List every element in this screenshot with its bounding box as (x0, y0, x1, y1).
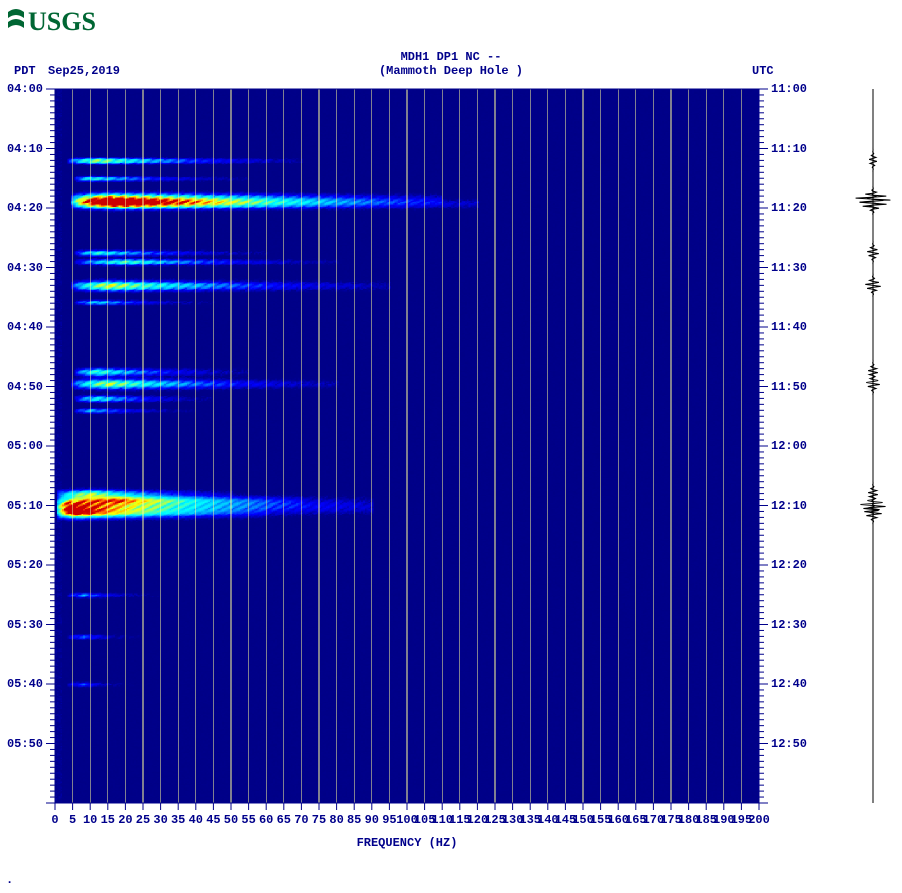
usgs-logo: USGS (6, 4, 106, 42)
y-right-tick: 11:20 (771, 201, 807, 215)
y-right-tick: 11:10 (771, 142, 807, 156)
x-tick: 25 (136, 813, 150, 827)
y-left-tick: 04:30 (7, 261, 43, 275)
x-tick: 0 (51, 813, 58, 827)
x-tick: 200 (748, 813, 770, 827)
x-tick: 65 (277, 813, 291, 827)
x-tick: 75 (312, 813, 326, 827)
y-right-tick: 11:40 (771, 320, 807, 334)
x-tick: 15 (101, 813, 115, 827)
y-left-tick: 04:10 (7, 142, 43, 156)
y-left-tick: 05:00 (7, 439, 43, 453)
y-right-tick: 12:50 (771, 737, 807, 751)
x-tick: 40 (189, 813, 203, 827)
station-line1: MDH1 DP1 NC -- (0, 50, 902, 64)
logo-text: USGS (28, 7, 96, 36)
x-tick: 90 (365, 813, 379, 827)
y-left-tick: 05:20 (7, 558, 43, 572)
y-right-tick: 12:40 (771, 677, 807, 691)
y-left-tick: 05:30 (7, 618, 43, 632)
x-tick: 55 (241, 813, 255, 827)
y-right-tick: 11:30 (771, 261, 807, 275)
x-tick: 30 (153, 813, 167, 827)
y-left-tick: 05:10 (7, 499, 43, 513)
spectrogram-plot (55, 89, 759, 803)
x-tick: 85 (347, 813, 361, 827)
x-tick: 80 (329, 813, 343, 827)
y-left-tick: 04:20 (7, 201, 43, 215)
y-right-tick: 11:00 (771, 82, 807, 96)
y-left-tick: 04:00 (7, 82, 43, 96)
tz-right-label: UTC (752, 64, 774, 78)
x-tick: 70 (294, 813, 308, 827)
y-right-tick: 11:50 (771, 380, 807, 394)
y-right-tick: 12:30 (771, 618, 807, 632)
x-axis-label: FREQUENCY (HZ) (55, 836, 759, 850)
x-tick: 50 (224, 813, 238, 827)
x-tick: 45 (206, 813, 220, 827)
y-right-tick: 12:00 (771, 439, 807, 453)
y-right-tick: 12:20 (771, 558, 807, 572)
x-tick: 95 (382, 813, 396, 827)
x-tick: 20 (118, 813, 132, 827)
amplitude-trace (848, 89, 898, 803)
x-tick: 35 (171, 813, 185, 827)
y-left-tick: 04:40 (7, 320, 43, 334)
corner-mark: . (6, 873, 13, 887)
spectrogram-grid (55, 89, 759, 803)
y-left-tick: 04:50 (7, 380, 43, 394)
x-tick: 5 (69, 813, 76, 827)
x-tick: 60 (259, 813, 273, 827)
y-right-tick: 12:10 (771, 499, 807, 513)
y-left-tick: 05:50 (7, 737, 43, 751)
x-tick: 10 (83, 813, 97, 827)
y-left-tick: 05:40 (7, 677, 43, 691)
